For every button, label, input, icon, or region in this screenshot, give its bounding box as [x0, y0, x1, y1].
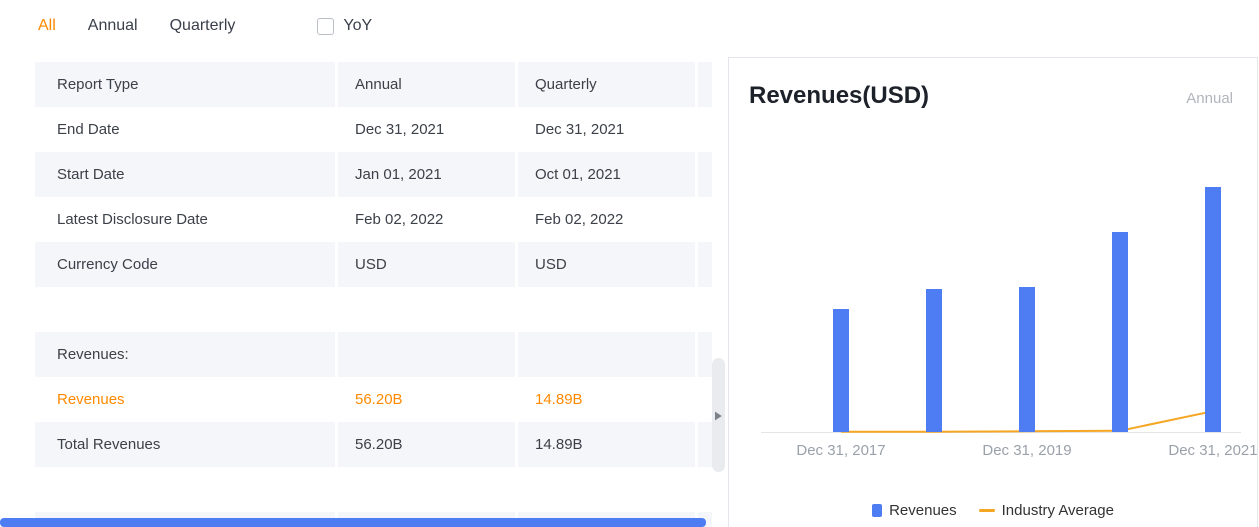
- header-quarterly: Quarterly: [515, 62, 695, 107]
- table-cell: [695, 422, 712, 467]
- table-cell: [695, 332, 712, 377]
- header-report-type: Report Type: [57, 76, 139, 93]
- legend: Revenues Industry Average: [729, 502, 1257, 519]
- filter-bar: All Annual Quarterly YoY: [0, 0, 1259, 52]
- table-cell: Dec 31, 2021: [335, 107, 515, 152]
- legend-bar-marker: [872, 504, 883, 517]
- table-row[interactable]: Revenues:: [35, 332, 712, 377]
- chart-header: Revenues(USD) Annual: [729, 58, 1257, 110]
- table-cell: 56.20B: [335, 422, 515, 467]
- panel-expand-handle[interactable]: ▶: [712, 358, 725, 472]
- tab-all[interactable]: All: [38, 17, 56, 34]
- table-cell: Latest Disclosure Date: [57, 211, 208, 228]
- table-cell: [335, 287, 515, 332]
- table-header-row: Report Type Annual Quarterly: [35, 62, 712, 107]
- table-cell: Currency Code: [57, 256, 158, 273]
- table-cell: Start Date: [57, 166, 125, 183]
- revenue-bar: [1019, 287, 1035, 432]
- table-cell: [35, 467, 335, 512]
- table-cell: [695, 107, 712, 152]
- table-cell: [35, 287, 335, 332]
- table-row[interactable]: Latest Disclosure Date Feb 02, 2022 Feb 02…: [35, 197, 712, 242]
- table-cell: Revenues: [57, 391, 125, 408]
- header-annual: Annual: [335, 62, 515, 107]
- tab-quarterly[interactable]: Quarterly: [169, 17, 236, 34]
- table-row[interactable]: Total Revenues 56.20B 14.89B: [35, 422, 712, 467]
- table-row[interactable]: End Date Dec 31, 2021 Dec 31, 2021: [35, 107, 712, 152]
- table-row[interactable]: [35, 287, 712, 332]
- legend-label: Revenues: [889, 502, 957, 519]
- table-body: End Date Dec 31, 2021 Dec 31, 2021 Start Da…: [35, 107, 712, 527]
- table-cell: Feb 02, 2022: [335, 197, 515, 242]
- legend-line-marker: [978, 509, 995, 512]
- table-cell: [335, 467, 515, 512]
- yoy-checkbox[interactable]: [317, 17, 335, 35]
- table-cell: [515, 467, 695, 512]
- table-cell: [695, 467, 712, 512]
- table-cell: [695, 242, 712, 287]
- chart-title: Revenues(USD): [749, 82, 930, 109]
- revenue-bar: [833, 309, 849, 432]
- table-cell: [515, 332, 695, 377]
- table-cell: End Date: [57, 121, 120, 138]
- table-cell: USD: [335, 242, 515, 287]
- financial-table: Report Type Annual Quarterly End Date Dec…: [35, 62, 712, 527]
- horizontal-scrollbar[interactable]: [0, 518, 706, 527]
- x-axis-labels: Dec 31, 2017 Dec 31, 2019 Dec 31, 2021: [761, 442, 1257, 462]
- chart-period-label: Annual: [1186, 90, 1233, 107]
- yoy-label: YoY: [343, 17, 373, 34]
- table-cell: [695, 287, 712, 332]
- plot-area: [761, 171, 1241, 433]
- yoy-toggle[interactable]: YoY: [317, 17, 372, 35]
- revenue-bar: [1112, 232, 1128, 432]
- table-cell: [515, 287, 695, 332]
- table-cell: Revenues:: [57, 346, 129, 363]
- revenue-bar: [1205, 187, 1221, 432]
- table-cell: [335, 332, 515, 377]
- header-filler: [695, 62, 712, 107]
- table-cell: Feb 02, 2022: [515, 197, 695, 242]
- table-cell: 14.89B: [515, 422, 695, 467]
- table-cell: Jan 01, 2021: [335, 152, 515, 197]
- x-tick-label: Dec 31, 2021: [1168, 442, 1258, 459]
- table-cell: 14.89B: [515, 377, 695, 422]
- legend-item-industry-average[interactable]: Industry Average: [978, 502, 1114, 519]
- table-cell: [695, 152, 712, 197]
- table-row[interactable]: [35, 467, 712, 512]
- table-cell: Dec 31, 2021: [515, 107, 695, 152]
- table-row[interactable]: Revenues 56.20B 14.89B: [35, 377, 712, 422]
- revenue-bar: [926, 289, 942, 432]
- legend-label: Industry Average: [1001, 502, 1114, 519]
- legend-item-revenues[interactable]: Revenues: [872, 502, 957, 519]
- table-row[interactable]: Start Date Jan 01, 2021 Oct 01, 2021: [35, 152, 712, 197]
- chevron-right-icon: ▶: [715, 407, 722, 421]
- x-tick-label: Dec 31, 2019: [982, 442, 1072, 459]
- x-tick-label: Dec 31, 2017: [796, 442, 886, 459]
- table-cell: 56.20B: [335, 377, 515, 422]
- table-cell: Total Revenues: [57, 436, 161, 453]
- tab-annual[interactable]: Annual: [87, 17, 138, 34]
- revenues-chart-panel: Revenues(USD) Annual Dec 31, 2017 Dec 31,…: [728, 57, 1258, 527]
- table-row[interactable]: Currency Code USD USD: [35, 242, 712, 287]
- table-cell: Oct 01, 2021: [515, 152, 695, 197]
- table-cell: USD: [515, 242, 695, 287]
- table-cell: [695, 377, 712, 422]
- table-cell: [695, 197, 712, 242]
